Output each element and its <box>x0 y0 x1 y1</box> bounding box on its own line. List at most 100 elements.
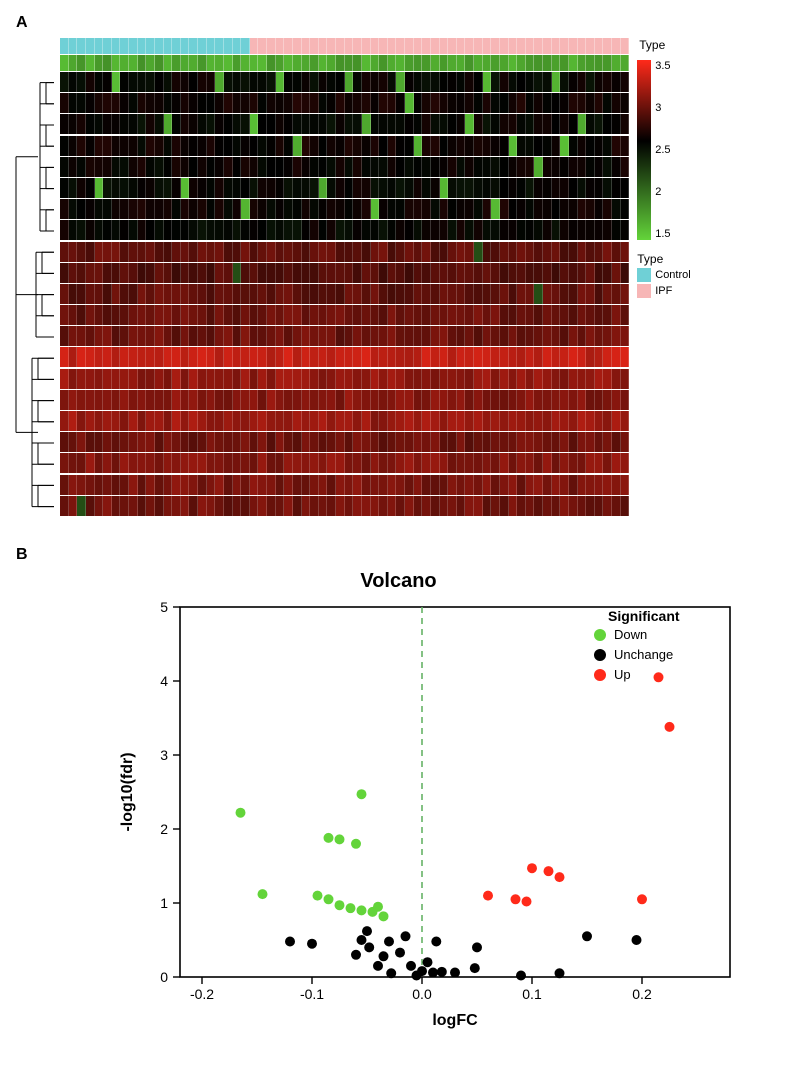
annotation-expr-cell <box>440 55 449 71</box>
heatmap-cell <box>172 220 181 240</box>
heatmap-cell <box>120 157 129 177</box>
annotation-type-cell <box>578 38 587 54</box>
heatmap-cell <box>595 390 604 410</box>
heatmap-cell <box>172 157 181 177</box>
heatmap-cell <box>198 432 207 452</box>
heatmap-cell <box>621 114 630 134</box>
heatmap-cell <box>543 390 552 410</box>
heatmap-cell <box>474 242 483 262</box>
heatmap-cell <box>414 326 423 346</box>
heatmap-cell <box>310 114 319 134</box>
heatmap-cell <box>103 305 112 325</box>
heatmap-cell <box>267 496 276 516</box>
heatmap-cell <box>440 411 449 431</box>
heatmap-cell <box>310 72 319 92</box>
heatmap-cell <box>543 178 552 198</box>
heatmap-cell <box>155 242 164 262</box>
heatmap-cell <box>302 369 311 389</box>
heatmap-cell <box>276 136 285 156</box>
heatmap-cell <box>241 178 250 198</box>
heatmap-cell <box>103 369 112 389</box>
heatmap-cell <box>379 496 388 516</box>
heatmap-cell <box>293 93 302 113</box>
heatmap-cell <box>405 496 414 516</box>
heatmap-cell <box>233 326 242 346</box>
heatmap-cell <box>483 369 492 389</box>
heatmap-cell <box>319 411 328 431</box>
heatmap-sidebar: Type 3.532.521.5 Type ControlIPF <box>637 38 727 300</box>
heatmap-cell <box>440 136 449 156</box>
heatmap-cell <box>483 284 492 304</box>
colorbar: 3.532.521.5 <box>637 60 727 240</box>
heatmap-cell <box>440 475 449 495</box>
heatmap-cell <box>233 411 242 431</box>
heatmap-cell <box>77 390 86 410</box>
heatmap-cell <box>95 242 104 262</box>
heatmap-cell <box>422 242 431 262</box>
heatmap-cell <box>302 157 311 177</box>
heatmap-cell <box>327 199 336 219</box>
heatmap-cell <box>164 411 173 431</box>
heatmap-cell <box>578 93 587 113</box>
heatmap-cell <box>86 263 95 283</box>
heatmap-cell <box>569 242 578 262</box>
heatmap-cell <box>164 178 173 198</box>
heatmap-cell <box>362 390 371 410</box>
heatmap-cell <box>621 390 630 410</box>
heatmap-cell <box>95 496 104 516</box>
heatmap-cell <box>207 157 216 177</box>
annotation-type-cell <box>483 38 492 54</box>
heatmap-cell <box>60 220 69 240</box>
heatmap-cell <box>621 347 630 367</box>
colorbar-tick-label: 3 <box>655 102 670 114</box>
heatmap-cell <box>517 496 526 516</box>
heatmap-cell <box>95 411 104 431</box>
heatmap-cell <box>560 114 569 134</box>
heatmap-cell <box>396 475 405 495</box>
annotation-expr-cell <box>621 55 630 71</box>
heatmap-cell <box>457 284 466 304</box>
heatmap-cell <box>233 178 242 198</box>
annotation-expr-cell <box>483 55 492 71</box>
heatmap-cell <box>440 263 449 283</box>
heatmap-cell <box>440 93 449 113</box>
heatmap-cell <box>284 347 293 367</box>
annotation-row-type <box>60 38 629 54</box>
heatmap-cell <box>517 390 526 410</box>
annotation-expr-cell <box>500 55 509 71</box>
heatmap-cell <box>215 114 224 134</box>
heatmap-row <box>60 390 629 410</box>
annotation-type-cell <box>258 38 267 54</box>
heatmap-cell <box>586 432 595 452</box>
heatmap-cell <box>379 305 388 325</box>
heatmap-cell <box>491 220 500 240</box>
heatmap-cell <box>578 284 587 304</box>
heatmap-cell <box>388 347 397 367</box>
heatmap-cell <box>586 305 595 325</box>
heatmap-cell <box>560 72 569 92</box>
heatmap-cell <box>560 136 569 156</box>
heatmap-cell <box>129 453 138 473</box>
heatmap-cell <box>112 178 121 198</box>
heatmap-cell <box>250 326 259 346</box>
heatmap-row <box>60 242 629 262</box>
annotation-type-cell <box>146 38 155 54</box>
heatmap-cell <box>396 178 405 198</box>
heatmap-cell <box>146 305 155 325</box>
heatmap-cell <box>310 157 319 177</box>
heatmap-cell <box>491 242 500 262</box>
svg-text:1: 1 <box>160 895 168 911</box>
heatmap-cell <box>319 369 328 389</box>
heatmap-cell <box>543 432 552 452</box>
heatmap-cell <box>207 199 216 219</box>
heatmap-cell <box>276 453 285 473</box>
heatmap-cell <box>388 242 397 262</box>
annotation-type-cell <box>172 38 181 54</box>
heatmap-cell <box>474 114 483 134</box>
heatmap-cell <box>336 178 345 198</box>
heatmap-cell <box>465 390 474 410</box>
heatmap-cell <box>258 72 267 92</box>
heatmap-cell <box>319 157 328 177</box>
heatmap-cell <box>120 72 129 92</box>
heatmap-cell <box>172 263 181 283</box>
